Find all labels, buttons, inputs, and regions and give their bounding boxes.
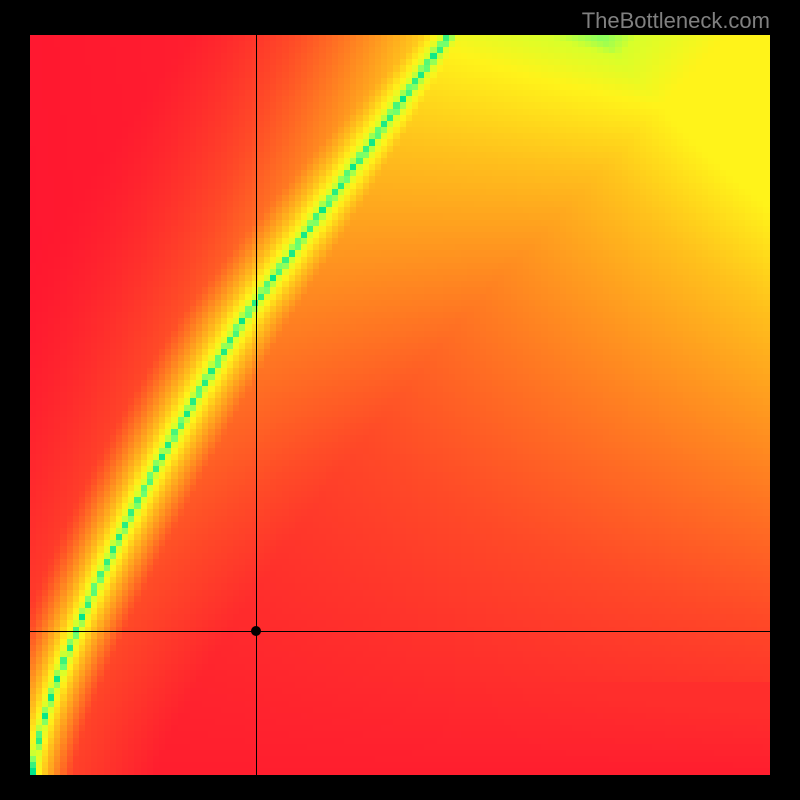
crosshair-horizontal [30,631,770,632]
watermark-text: TheBottleneck.com [582,8,770,34]
marker-dot [251,626,261,636]
heatmap-plot [30,35,770,775]
chart-container: { "watermark": "TheBottleneck.com", "cha… [0,0,800,800]
crosshair-vertical [256,35,257,775]
heatmap-canvas [30,35,770,775]
